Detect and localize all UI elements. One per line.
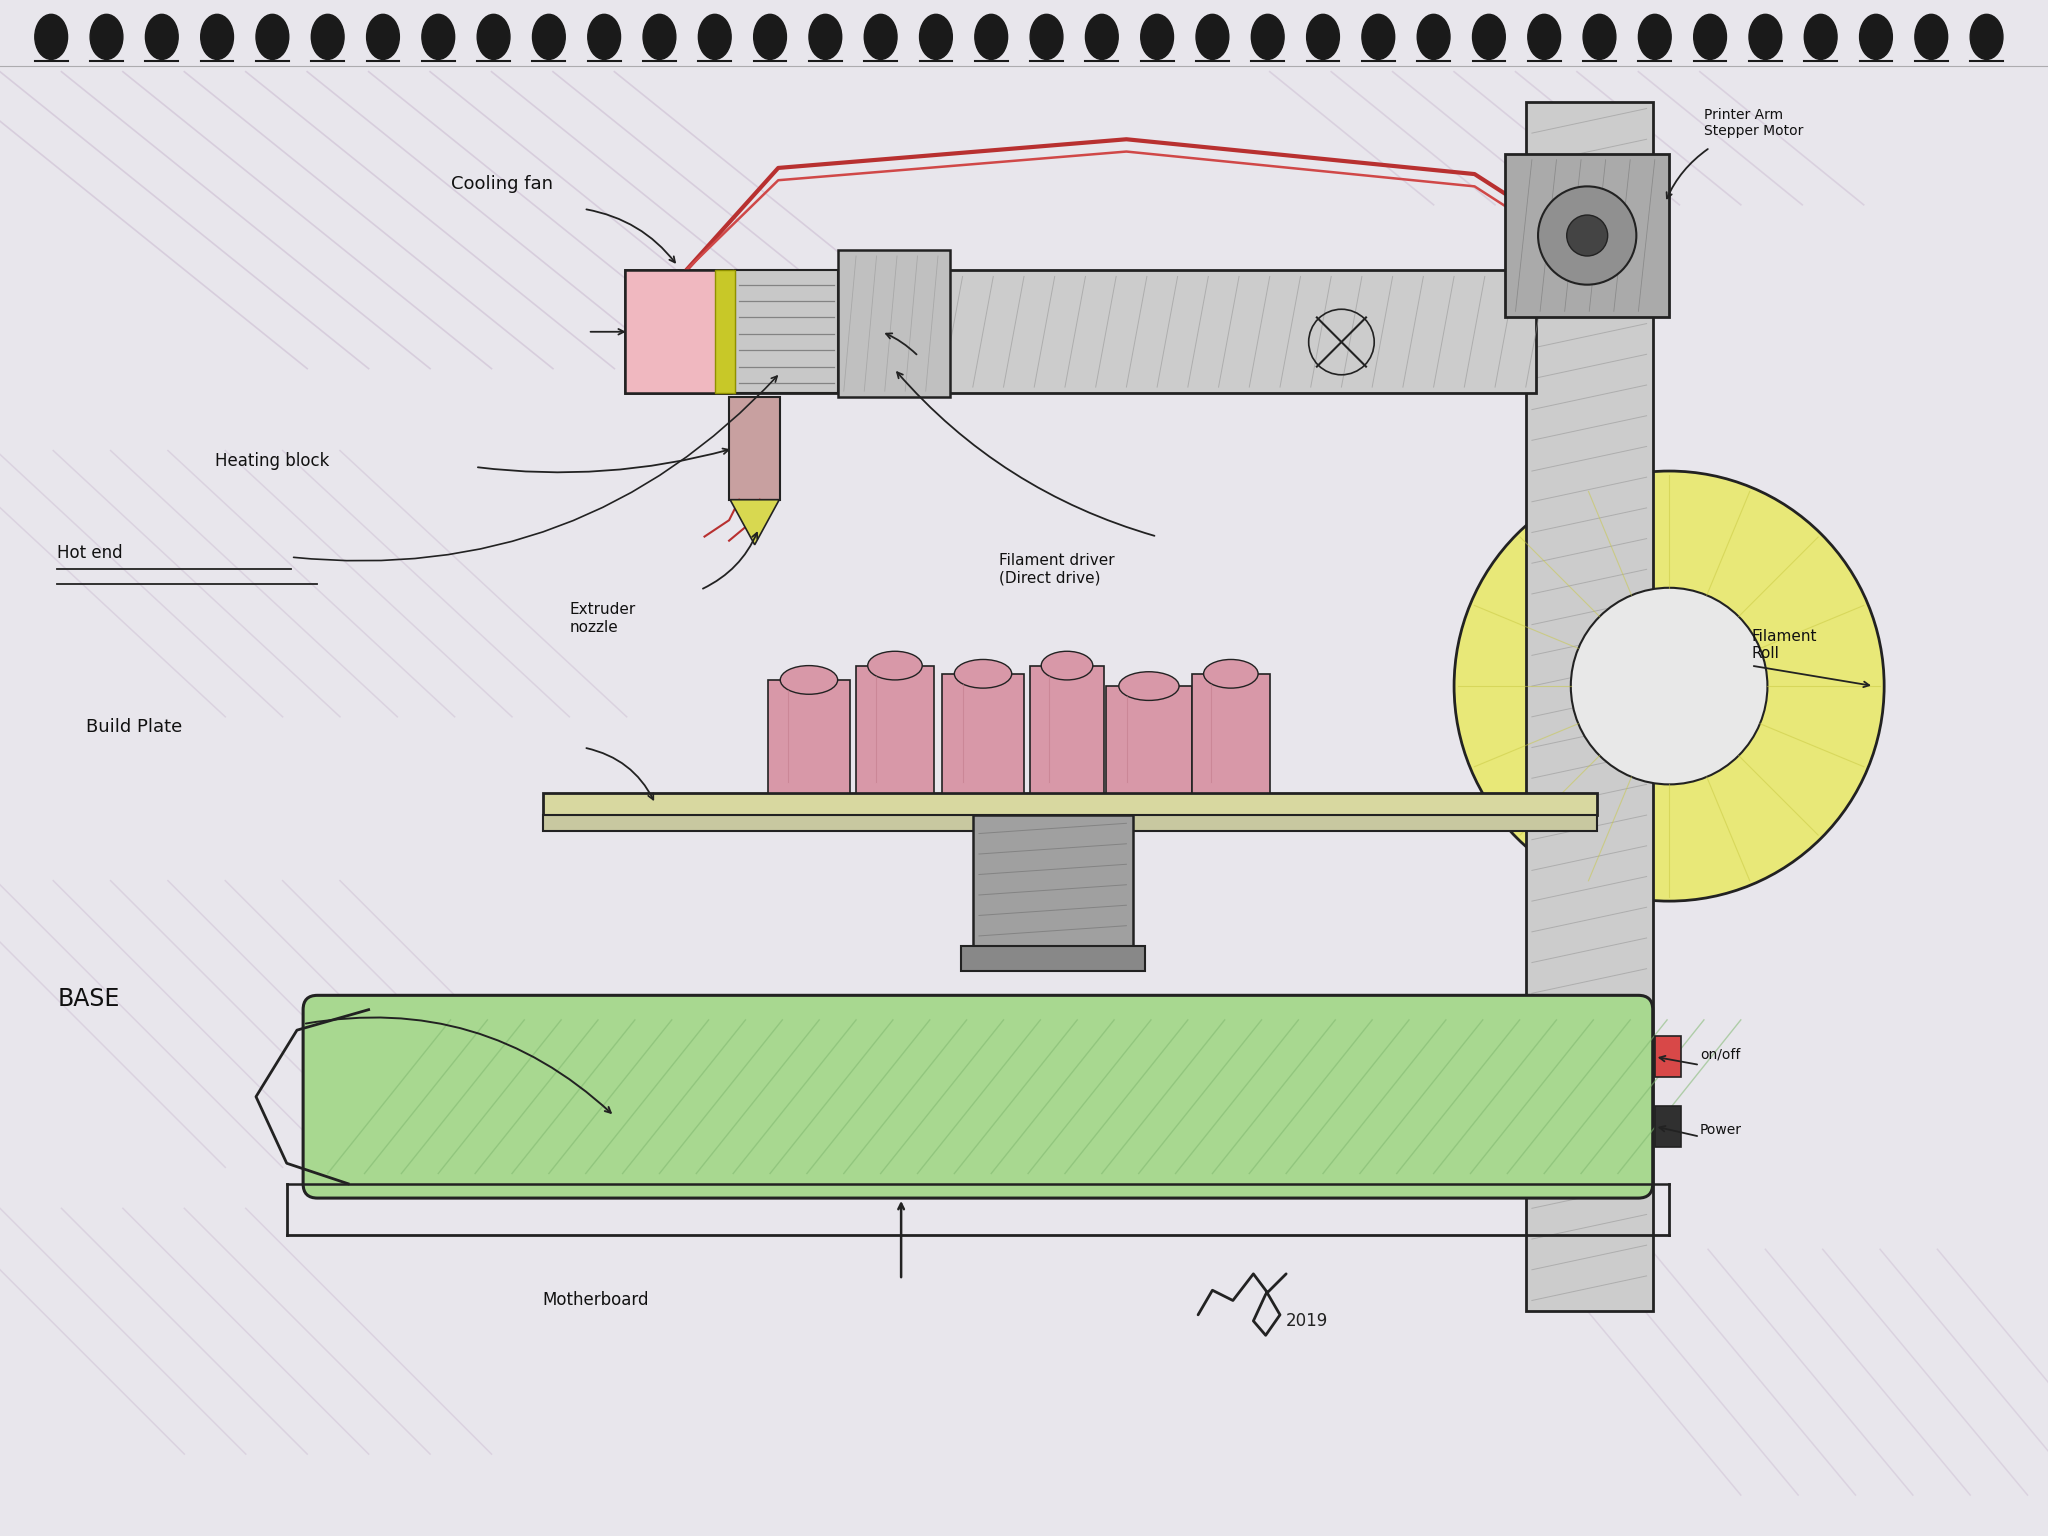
Ellipse shape <box>954 659 1012 688</box>
Bar <box>625 270 1536 393</box>
Ellipse shape <box>1196 14 1229 60</box>
Ellipse shape <box>1040 651 1094 680</box>
Bar <box>961 946 1145 971</box>
Bar <box>1526 103 1653 1310</box>
Ellipse shape <box>201 14 233 60</box>
Bar <box>838 250 950 398</box>
Ellipse shape <box>1118 671 1180 700</box>
Ellipse shape <box>1749 14 1782 60</box>
Ellipse shape <box>1528 14 1561 60</box>
Circle shape <box>1454 472 1884 902</box>
Ellipse shape <box>145 14 178 60</box>
Text: Hot end: Hot end <box>57 544 123 562</box>
Bar <box>729 398 780 499</box>
Ellipse shape <box>1362 14 1395 60</box>
Ellipse shape <box>588 14 621 60</box>
Bar <box>735 270 838 393</box>
Ellipse shape <box>1141 14 1174 60</box>
FancyBboxPatch shape <box>303 995 1653 1198</box>
Ellipse shape <box>1473 14 1505 60</box>
Ellipse shape <box>868 651 922 680</box>
Ellipse shape <box>367 14 399 60</box>
Ellipse shape <box>1583 14 1616 60</box>
Ellipse shape <box>1638 14 1671 60</box>
Ellipse shape <box>1804 14 1837 60</box>
Ellipse shape <box>864 14 897 60</box>
Text: 2019: 2019 <box>1286 1312 1329 1330</box>
Ellipse shape <box>754 14 786 60</box>
Bar <box>973 816 1133 946</box>
Text: Filament driver
(Direct drive): Filament driver (Direct drive) <box>999 553 1114 585</box>
Ellipse shape <box>780 665 838 694</box>
Ellipse shape <box>1204 659 1257 688</box>
Circle shape <box>1538 186 1636 284</box>
Bar <box>1106 687 1192 793</box>
Circle shape <box>1567 215 1608 257</box>
Ellipse shape <box>90 14 123 60</box>
Ellipse shape <box>1694 14 1726 60</box>
Ellipse shape <box>256 14 289 60</box>
Text: Motherboard: Motherboard <box>543 1292 649 1310</box>
Ellipse shape <box>809 14 842 60</box>
Ellipse shape <box>1030 14 1063 60</box>
Text: Cooling fan: Cooling fan <box>451 175 553 194</box>
Ellipse shape <box>920 14 952 60</box>
Bar <box>768 680 850 793</box>
Ellipse shape <box>1085 14 1118 60</box>
Ellipse shape <box>477 14 510 60</box>
Bar <box>625 270 731 393</box>
Ellipse shape <box>1915 14 1948 60</box>
Ellipse shape <box>1860 14 1892 60</box>
Ellipse shape <box>698 14 731 60</box>
Ellipse shape <box>643 14 676 60</box>
Ellipse shape <box>1251 14 1284 60</box>
Text: Printer Arm
Stepper Motor: Printer Arm Stepper Motor <box>1704 108 1804 138</box>
Bar <box>1192 674 1270 793</box>
Bar <box>856 665 934 793</box>
Ellipse shape <box>422 14 455 60</box>
Text: Extruder
nozzle: Extruder nozzle <box>569 602 635 634</box>
Polygon shape <box>731 499 780 545</box>
Bar <box>1655 1106 1681 1147</box>
Bar <box>715 270 735 393</box>
Bar <box>1030 665 1104 793</box>
Ellipse shape <box>1307 14 1339 60</box>
Bar <box>942 674 1024 793</box>
Bar <box>543 793 1597 816</box>
Circle shape <box>1571 588 1767 785</box>
Ellipse shape <box>1417 14 1450 60</box>
Ellipse shape <box>1970 14 2003 60</box>
Ellipse shape <box>532 14 565 60</box>
Text: on/off: on/off <box>1700 1048 1741 1061</box>
Text: Build Plate: Build Plate <box>86 717 182 736</box>
Bar <box>1655 1037 1681 1077</box>
Ellipse shape <box>311 14 344 60</box>
Ellipse shape <box>975 14 1008 60</box>
Text: Heating block: Heating block <box>215 452 330 470</box>
Text: Filament
Roll: Filament Roll <box>1751 628 1817 662</box>
Bar <box>543 816 1597 831</box>
Ellipse shape <box>35 14 68 60</box>
Text: Power: Power <box>1700 1123 1743 1138</box>
Text: BASE: BASE <box>57 988 119 1011</box>
Bar <box>1505 154 1669 318</box>
